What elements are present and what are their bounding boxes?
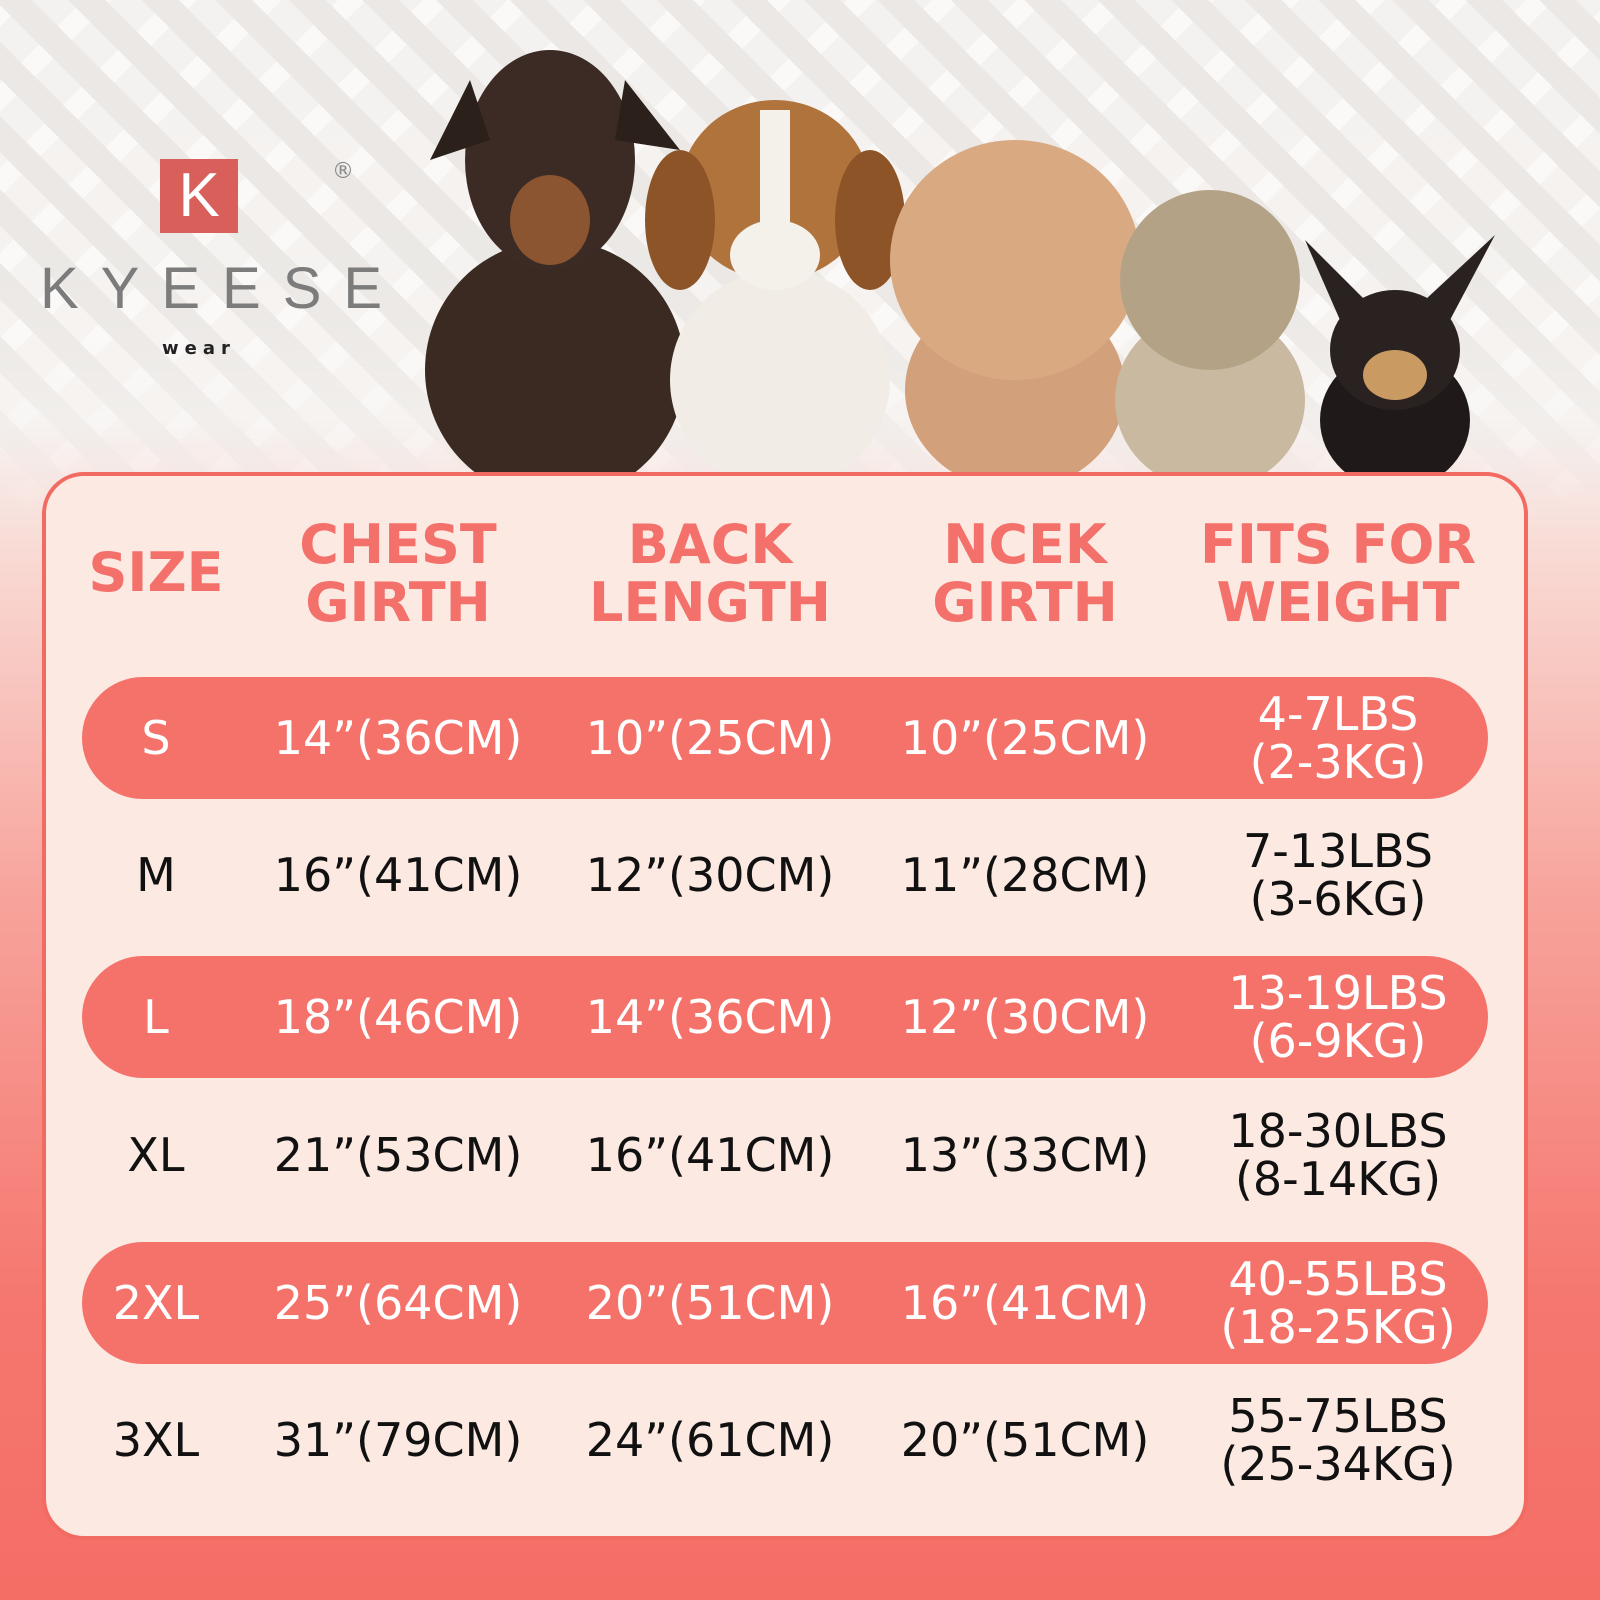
beagle-image [645, 100, 905, 480]
cell-chest: 18”(46CM) [273, 990, 523, 1044]
dogs-photo [425, 50, 1495, 480]
cell-neck: 13”(33CM) [900, 1128, 1150, 1182]
weight-line: 13-19LBS [1228, 966, 1448, 1020]
logo-mark: K [160, 159, 238, 233]
cell-size: 3XL [112, 1413, 200, 1467]
cell-weight: 4-7LBS (2-3KG) [1178, 690, 1498, 786]
cell-back: 24”(61CM) [585, 1413, 835, 1467]
header-line: CHEST [299, 513, 497, 576]
cell-neck: 12”(30CM) [900, 990, 1150, 1044]
cell-size: S [141, 711, 171, 765]
header-fits-for-weight: FITS FOR WEIGHT [1168, 516, 1508, 632]
header-neck-girth: NCEK GIRTH [875, 516, 1175, 632]
cell-chest: 21”(53CM) [273, 1128, 523, 1182]
weight-line: 7-13LBS [1243, 824, 1433, 878]
header-line: GIRTH [932, 571, 1118, 634]
header-line: GIRTH [305, 571, 491, 634]
chihuahua-image [1305, 235, 1495, 480]
header-size: SIZE [6, 544, 306, 602]
cell-back: 14”(36CM) [585, 990, 835, 1044]
weight-line: (3-6KG) [1249, 872, 1427, 926]
weight-line: 55-75LBS [1228, 1389, 1448, 1443]
header-back-length: BACK LENGTH [560, 516, 860, 632]
cell-chest: 16”(41CM) [273, 848, 523, 902]
highlight-row-band [82, 677, 1488, 799]
weight-line: (2-3KG) [1249, 735, 1427, 789]
terrier-image [1115, 190, 1305, 480]
cell-size: M [136, 848, 176, 902]
cell-back: 16”(41CM) [585, 1128, 835, 1182]
header-line: FITS FOR [1200, 513, 1476, 576]
weight-line: 18-30LBS [1228, 1104, 1448, 1158]
cell-back: 20”(51CM) [585, 1276, 835, 1330]
weight-line: (6-9KG) [1249, 1014, 1427, 1068]
cell-size: 2XL [112, 1276, 200, 1330]
header-line: WEIGHT [1216, 571, 1460, 634]
header-size-label: SIZE [88, 541, 224, 604]
cell-neck: 20”(51CM) [900, 1413, 1150, 1467]
brand-name: KYEESE [40, 256, 405, 321]
weight-line: (18-25KG) [1220, 1300, 1456, 1354]
weight-line: 4-7LBS [1257, 687, 1419, 741]
cell-neck: 11”(28CM) [900, 848, 1150, 902]
cell-chest: 25”(64CM) [273, 1276, 523, 1330]
weight-line: 40-55LBS [1228, 1252, 1448, 1306]
cell-chest: 31”(79CM) [273, 1413, 523, 1467]
highlight-row-band [82, 956, 1488, 1078]
weight-line: (8-14KG) [1234, 1152, 1442, 1206]
brand-logo: K ® KYEESE wear [40, 155, 382, 365]
cell-weight: 55-75LBS (25-34KG) [1178, 1392, 1498, 1488]
brand-subtitle: wear [162, 338, 236, 359]
cell-size: XL [127, 1128, 185, 1182]
header-chest-girth: CHEST GIRTH [248, 516, 548, 632]
cell-weight: 13-19LBS (6-9KG) [1178, 969, 1498, 1065]
cell-weight: 40-55LBS (18-25KG) [1178, 1255, 1498, 1351]
weight-line: (25-34KG) [1220, 1437, 1456, 1491]
doberman-image [425, 50, 685, 480]
header-line: NCEK [943, 513, 1107, 576]
cell-back: 12”(30CM) [585, 848, 835, 902]
header-line: BACK [627, 513, 793, 576]
cell-size: L [143, 990, 169, 1044]
registered-mark: ® [332, 159, 354, 184]
cell-weight: 18-30LBS (8-14KG) [1178, 1107, 1498, 1203]
highlight-row-band [82, 1242, 1488, 1364]
cell-neck: 16”(41CM) [900, 1276, 1150, 1330]
cell-chest: 14”(36CM) [273, 711, 523, 765]
header-line: LENGTH [589, 571, 831, 634]
cell-back: 10”(25CM) [585, 711, 835, 765]
cell-neck: 10”(25CM) [900, 711, 1150, 765]
cell-weight: 7-13LBS (3-6KG) [1178, 827, 1498, 923]
poodle-image [890, 140, 1140, 480]
